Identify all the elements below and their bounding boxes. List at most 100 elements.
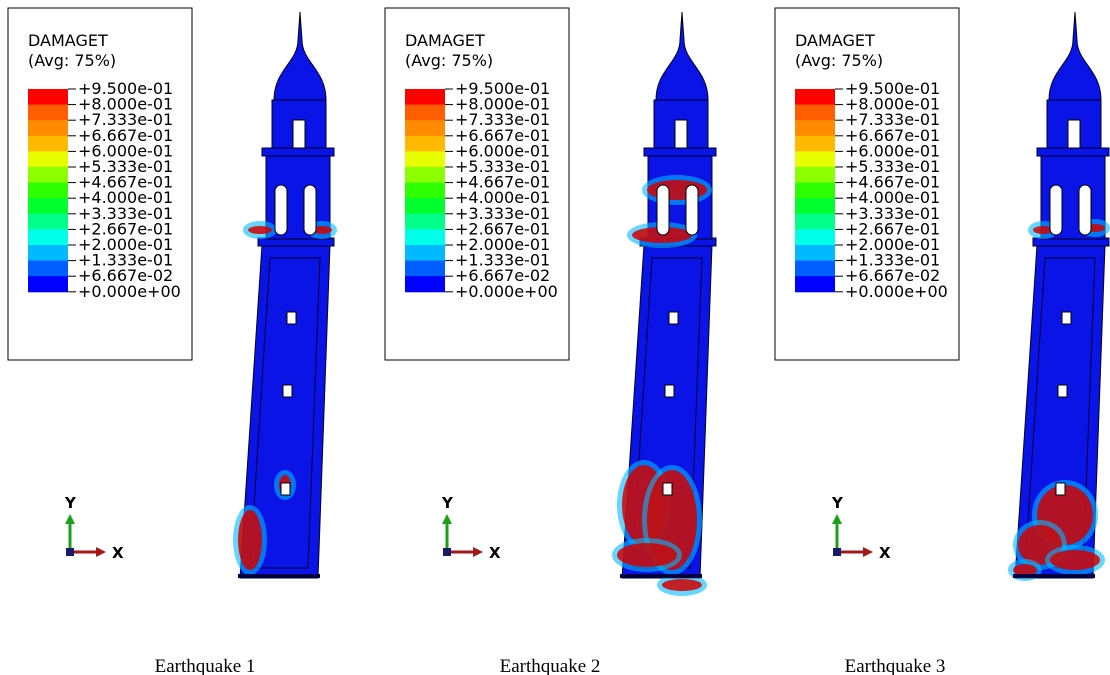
caption: Earthquake 3 [845,656,946,675]
window [675,120,687,148]
legend-swatch [405,214,445,230]
legend-swatch [795,198,835,214]
legend-subtitle: (Avg: 75%) [405,51,493,70]
damage-core [617,543,677,567]
cornice [1037,148,1109,156]
legend-swatch [405,229,445,245]
axis-y-label: Y [64,494,77,512]
damage-core [238,510,262,570]
window [293,120,305,148]
axis-y-label: Y [831,494,844,512]
opening [663,483,672,495]
legend-swatch [795,89,835,105]
legend-swatch [795,167,835,183]
legend-swatch [795,261,835,277]
axis-x-head [473,547,483,557]
legend-swatch [405,276,445,292]
dome [656,12,708,100]
legend-swatch [405,151,445,167]
legend-swatch [28,214,68,230]
legend-swatch [795,214,835,230]
caption: Earthquake 2 [500,656,601,675]
legend-title: DAMAGET [405,31,485,50]
legend-swatch [28,276,68,292]
damage-core [662,579,702,591]
opening [669,312,678,324]
legend-title: DAMAGET [795,31,875,50]
cornice [262,148,334,156]
opening [1062,312,1071,324]
axis-x-label: X [879,544,891,562]
legend-swatch [405,136,445,152]
legend-swatch [405,105,445,121]
legend-swatch [795,136,835,152]
legend-swatch [795,151,835,167]
legend-swatch [405,89,445,105]
window [304,185,316,235]
legend-swatch [28,245,68,261]
opening [1056,483,1065,495]
legend-swatch [28,151,68,167]
legend-swatch [795,245,835,261]
base [1013,574,1095,578]
window [1068,120,1080,148]
figure: DAMAGET(Avg: 75%)+9.500e-01+8.000e-01+7.… [0,0,1110,675]
legend-swatch [405,198,445,214]
dome [1049,12,1101,100]
legend-level: +0.000e+00 [455,282,558,301]
axis-y-head [65,514,75,524]
axis-x-head [96,547,106,557]
legend-swatch [28,120,68,136]
legend-swatch [405,245,445,261]
opening [283,385,292,397]
legend-swatch [28,89,68,105]
opening [1058,385,1067,397]
legend-swatch [795,276,835,292]
legend-swatch [28,198,68,214]
axis-x-label: X [112,544,124,562]
legend-title: DAMAGET [28,31,108,50]
legend-swatch [795,183,835,199]
window [1079,185,1091,235]
axis-y-head [442,514,452,524]
axis-x-head [863,547,873,557]
legend-subtitle: (Avg: 75%) [28,51,116,70]
legend-swatch [28,105,68,121]
caption: Earthquake 1 [155,656,256,675]
axis-z [66,548,74,556]
legend-swatch [28,183,68,199]
legend-swatch [28,261,68,277]
opening [281,483,290,495]
window [275,185,287,235]
legend-swatch [28,229,68,245]
damage-core [248,226,272,234]
opening [287,312,296,324]
tower [1008,12,1110,581]
legend-swatch [28,167,68,183]
panel: DAMAGET(Avg: 75%)+9.500e-01+8.000e-01+7.… [775,8,1110,675]
panel: DAMAGET(Avg: 75%)+9.500e-01+8.000e-01+7.… [8,8,337,675]
legend-swatch [405,120,445,136]
window [1050,185,1062,235]
legend-swatch [795,229,835,245]
dome [274,12,326,100]
legend-swatch [28,136,68,152]
legend-swatch [405,261,445,277]
legend-level: +0.000e+00 [845,282,948,301]
legend-level: +0.000e+00 [78,282,181,301]
cornice [644,148,716,156]
axis-z [833,548,841,556]
panel: DAMAGET(Avg: 75%)+9.500e-01+8.000e-01+7.… [385,8,716,675]
base [238,574,320,578]
legend-swatch [795,105,835,121]
legend-subtitle: (Avg: 75%) [795,51,883,70]
damage-core [1050,550,1100,570]
opening [665,385,674,397]
tower [233,12,337,578]
axis-z [443,548,451,556]
axis-x-label: X [489,544,501,562]
tower [612,12,716,596]
axis-y-label: Y [441,494,454,512]
base [620,574,702,578]
legend-swatch [405,167,445,183]
